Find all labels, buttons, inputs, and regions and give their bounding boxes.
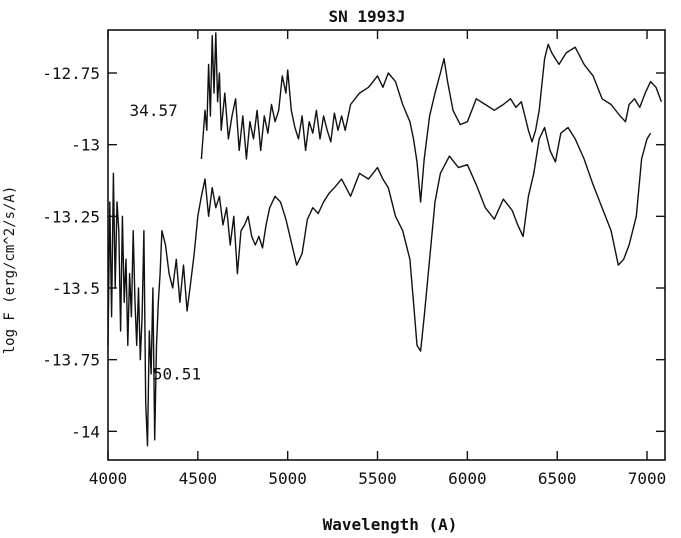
x-axis-label: Wavelength (A) (323, 515, 458, 534)
series-annotation: 50.51 (153, 365, 201, 384)
y-tick-label: -13 (71, 136, 100, 155)
y-tick-label: -12.75 (42, 64, 100, 83)
x-axis-ticks: 4000 4500 5000 5500 6000 6500 7000 (89, 30, 667, 488)
series-line-50-51 (107, 126, 652, 447)
plot-frame (107, 29, 666, 461)
y-axis-ticks: -12.75 -13 -13.25 -13.5 -13.75 -14 (42, 64, 665, 441)
x-tick-label: 6500 (538, 469, 577, 488)
y-tick-label: -13.75 (42, 351, 100, 370)
y-tick-label: -13.5 (52, 279, 100, 298)
y-tick-label: -14 (71, 422, 100, 441)
x-tick-label: 6000 (448, 469, 487, 488)
annotations-layer: 34.57 50.51 (130, 101, 202, 384)
x-tick-label: 5500 (358, 469, 397, 488)
series-layer (107, 32, 663, 447)
x-tick-label: 4500 (179, 469, 218, 488)
y-tick-label: -13.25 (42, 207, 100, 226)
series-annotation: 34.57 (130, 101, 178, 120)
x-tick-label: 7000 (628, 469, 667, 488)
chart-title: SN 1993J (328, 7, 405, 26)
series-line-34-57 (200, 32, 663, 203)
y-axis-label: log F (erg/cm^2/s/A) (2, 186, 18, 355)
x-tick-label: 4000 (89, 469, 128, 488)
x-tick-label: 5000 (268, 469, 307, 488)
